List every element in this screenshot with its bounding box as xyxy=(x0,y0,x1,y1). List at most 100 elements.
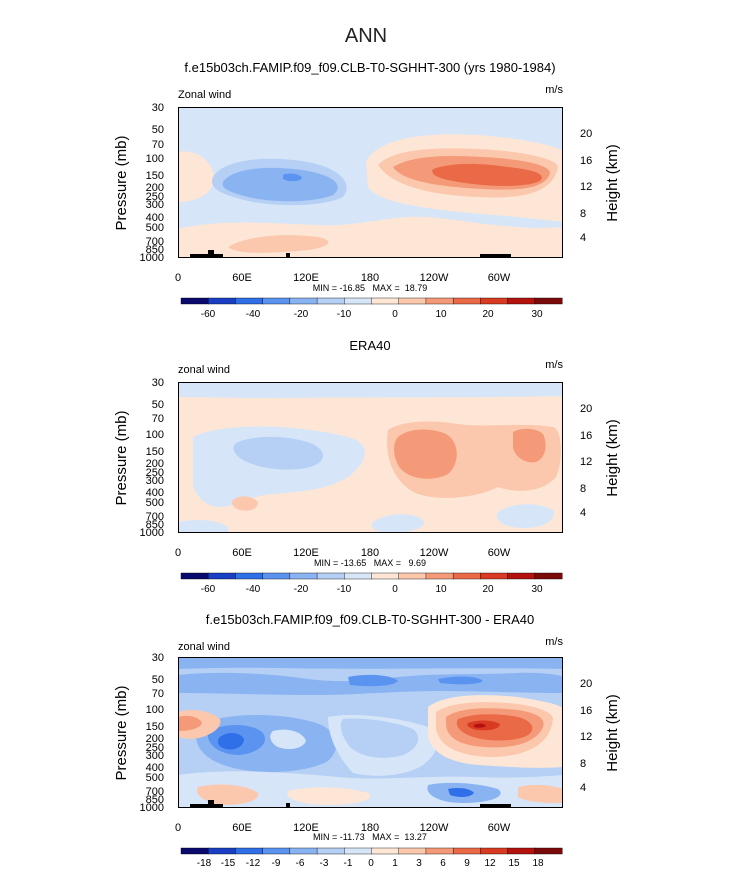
tick-label: 300 xyxy=(146,199,164,211)
panel-2-corner-left: zonal wind xyxy=(178,364,230,376)
tick-label: 1000 xyxy=(140,252,164,264)
tick-label: 12 xyxy=(580,456,592,468)
tick-label: 16 xyxy=(580,430,592,442)
colorbar-label: 10 xyxy=(435,309,447,320)
tick-label: 16 xyxy=(580,705,592,717)
panel-2-corner-right: m/s xyxy=(545,359,563,371)
panel-3-contour-pos-west2 xyxy=(178,715,202,731)
tick-label: 50 xyxy=(152,399,164,411)
colorbar-swatch xyxy=(344,572,373,580)
panel-2-contour-neg-5 xyxy=(178,519,228,533)
tick-label: 500 xyxy=(146,222,164,234)
panel-3-contour-neg-c xyxy=(218,733,244,750)
tick-label: 180 xyxy=(361,272,379,284)
panel-2-ylabel: Pressure (mb) xyxy=(113,410,130,505)
tick-label: 250 xyxy=(146,742,164,754)
tick-label: 30 xyxy=(152,102,164,114)
colorbar-swatch xyxy=(289,847,318,855)
tick-label: 8 xyxy=(580,483,586,495)
colorbar-swatch xyxy=(235,572,264,580)
panel-3-stats: MIN = -11.73 MAX = 13.27 xyxy=(313,832,427,842)
tick-label: 4 xyxy=(580,232,586,244)
colorbar-swatch xyxy=(289,572,318,580)
panel-3-corner-left: zonal wind xyxy=(178,641,230,653)
colorbar-swatch xyxy=(425,297,454,305)
colorbar-label: -20 xyxy=(294,584,309,595)
panel-3-corner-right: m/s xyxy=(545,636,563,648)
colorbar-label: -10 xyxy=(337,309,352,320)
colorbar-label: -6 xyxy=(296,858,305,869)
colorbar-label: -15 xyxy=(221,858,236,869)
tick-label: 12 xyxy=(580,731,592,743)
tick-label: 400 xyxy=(146,487,164,499)
tick-label: 4 xyxy=(580,782,586,794)
colorbar-label: -3 xyxy=(320,858,329,869)
tick-label: 8 xyxy=(580,208,586,220)
panel-1-x-axis: 0 60E 120E 180 120W 60W xyxy=(175,272,511,284)
tick-label: 30 xyxy=(152,377,164,389)
panel-3-contour-neg-f xyxy=(340,718,419,758)
panel-2-frame xyxy=(178,382,563,533)
tick-label: 200 xyxy=(146,182,164,194)
colorbar-swatch xyxy=(235,847,264,855)
tick-label: 200 xyxy=(146,733,164,745)
colorbar-label: 18 xyxy=(532,858,544,869)
colorbar-swatch xyxy=(534,847,563,855)
tick-label: 120W xyxy=(420,272,449,284)
tick-label: 850 xyxy=(146,794,164,806)
tick-label: 250 xyxy=(146,191,164,203)
panel-3-x-axis: 0 60E 120E 180 120W 60W xyxy=(175,822,511,834)
colorbar-label: 12 xyxy=(484,858,496,869)
tick-label: 500 xyxy=(146,772,164,784)
colorbar-swatch xyxy=(316,297,345,305)
panel-2-contour-neg-3 xyxy=(371,514,424,533)
colorbar-swatch xyxy=(480,572,509,580)
panel-1-colorbar: -60 -40 -20 -10 0 10 20 30 xyxy=(180,297,563,320)
colorbar-label: 0 xyxy=(392,584,398,595)
colorbar-swatch xyxy=(507,572,536,580)
colorbar-swatch xyxy=(507,847,536,855)
tick-label: 50 xyxy=(152,674,164,686)
colorbar-swatch xyxy=(452,847,481,855)
panel-2-plot xyxy=(178,382,563,533)
colorbar-swatch xyxy=(371,572,400,580)
panel-3-right-axis: 20 16 12 8 4 Height (km) xyxy=(580,678,621,794)
tick-label: 400 xyxy=(146,212,164,224)
tick-label: 50 xyxy=(152,124,164,136)
tick-label: 180 xyxy=(361,547,379,559)
panel-2-left-axis: 30 50 70 100 150 200 250 300 400 500 700… xyxy=(113,377,164,539)
panel-2-stats: MIN = -13.65 MAX = 9.69 xyxy=(314,558,426,568)
tick-label: 850 xyxy=(146,244,164,256)
panel-2-contour-pos-3 xyxy=(513,428,546,463)
colorbar-swatch xyxy=(534,297,563,305)
tick-label: 300 xyxy=(146,750,164,762)
tick-label: 150 xyxy=(146,446,164,458)
colorbar-label: -60 xyxy=(201,309,216,320)
colorbar-label: 30 xyxy=(531,584,543,595)
colorbar-swatch xyxy=(480,297,509,305)
colorbar-label: 3 xyxy=(416,858,422,869)
panel-3-contour-low-6 xyxy=(518,784,563,803)
colorbar-label: -40 xyxy=(246,309,261,320)
tick-label: 20 xyxy=(580,128,592,140)
colorbar-swatch xyxy=(289,297,318,305)
colorbar-swatch xyxy=(262,847,291,855)
tick-label: 16 xyxy=(580,155,592,167)
colorbar-swatch xyxy=(316,847,345,855)
panel-2-contour-pos-4 xyxy=(231,496,258,511)
panel-1-stats: MIN = -16.85 MAX = 18.79 xyxy=(313,283,428,293)
tick-label: 180 xyxy=(361,822,379,834)
colorbar-swatch xyxy=(262,572,291,580)
panel-3-contour-upper-3 xyxy=(348,674,398,687)
colorbar-swatch xyxy=(371,847,400,855)
colorbar-swatch xyxy=(398,847,427,855)
colorbar-swatch xyxy=(208,572,236,580)
colorbar-label: -10 xyxy=(337,584,352,595)
panel-2-right-axis: 20 16 12 8 4 Height (km) xyxy=(580,403,621,519)
panel-2-contour-pos-2 xyxy=(394,429,457,479)
panel-2-colorbar: -60 -40 -20 -10 0 10 20 30 xyxy=(180,572,563,595)
panel-3-frame xyxy=(178,657,563,808)
tick-label: 20 xyxy=(580,403,592,415)
tick-label: 300 xyxy=(146,475,164,487)
